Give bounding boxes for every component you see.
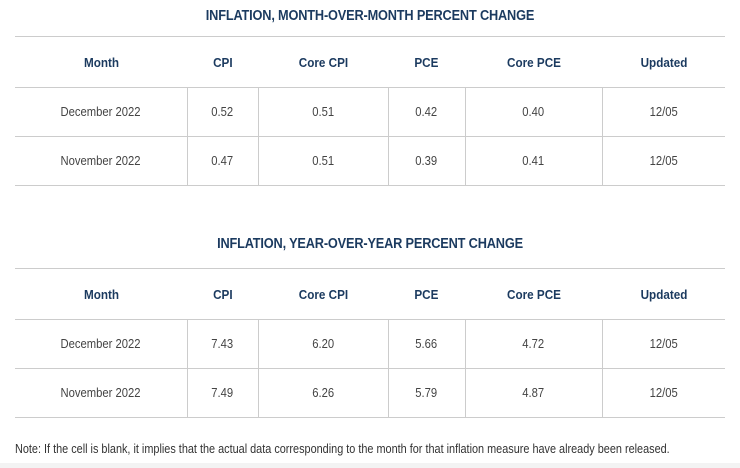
header-cell-month: Month	[15, 37, 187, 88]
cell-core-cpi: 6.20	[257, 319, 389, 369]
header-label: Month	[83, 54, 119, 70]
cell-month: November 2022	[15, 137, 187, 186]
cell-cpi: 0.47	[186, 136, 259, 186]
cell-updated: 12/05	[601, 368, 725, 418]
cell-month: December 2022	[15, 88, 187, 137]
header-label: Month	[83, 286, 119, 302]
cell-pce: 5.79	[387, 368, 466, 418]
header-label: PCE	[414, 54, 439, 70]
header-cell-core-cpi: Core CPI	[258, 37, 388, 88]
footnote: Note: If the cell is blank, it implies t…	[15, 442, 725, 456]
cell-core-cpi: 6.26	[257, 368, 389, 418]
header-label: Core CPI	[298, 286, 348, 302]
cell-value: 5.66	[415, 337, 438, 351]
header-label: Core PCE	[506, 54, 561, 70]
mom-header-row: Month CPI Core CPI PCE Core PCE Updated	[15, 36, 725, 88]
table-row: December 2022 0.52 0.51 0.42 0.40 12/05	[15, 87, 725, 137]
footnote-text: Note: If the cell is blank, it implies t…	[15, 442, 670, 456]
cell-value: 4.87	[522, 386, 545, 400]
cell-value: 0.51	[312, 105, 334, 119]
cell-value: December 2022	[60, 337, 141, 351]
cell-cpi: 0.52	[186, 87, 259, 137]
cell-value: 0.47	[211, 154, 234, 168]
cell-updated: 12/05	[601, 319, 725, 369]
cell-core-pce: 0.40	[464, 87, 603, 137]
table-row: November 2022 0.47 0.51 0.39 0.41 12/05	[15, 136, 725, 186]
header-label: CPI	[212, 286, 233, 302]
cell-value: 4.72	[522, 337, 545, 351]
cell-updated: 12/05	[601, 136, 725, 186]
bottom-divider	[0, 463, 740, 468]
header-label: CPI	[212, 54, 233, 70]
cell-pce: 5.66	[387, 319, 466, 369]
mom-inflation-table: Month CPI Core CPI PCE Core PCE Updated …	[15, 36, 725, 186]
yoy-inflation-table: Month CPI Core CPI PCE Core PCE Updated …	[15, 268, 725, 418]
cell-value: 12/05	[649, 105, 678, 119]
header-cell-core-cpi: Core CPI	[258, 269, 388, 320]
header-label: Updated	[640, 286, 687, 302]
header-cell-cpi: CPI	[187, 269, 258, 320]
header-cell-month: Month	[15, 269, 187, 320]
cell-value: 0.42	[415, 105, 438, 119]
cell-value: December 2022	[60, 105, 141, 119]
cell-value: 0.40	[522, 105, 545, 119]
cell-value: 6.26	[312, 386, 334, 400]
header-cell-updated: Updated	[602, 269, 725, 320]
cell-core-pce: 0.41	[464, 136, 603, 186]
cell-cpi: 7.43	[186, 319, 259, 369]
cell-value: 0.52	[211, 105, 234, 119]
header-label: Updated	[640, 54, 687, 70]
header-label: Core CPI	[298, 54, 348, 70]
cell-value: 0.41	[522, 154, 545, 168]
cell-month: December 2022	[15, 320, 187, 369]
header-cell-updated: Updated	[602, 37, 725, 88]
header-label: Core PCE	[506, 286, 561, 302]
cell-value: 6.20	[312, 337, 334, 351]
cell-core-pce: 4.72	[464, 319, 603, 369]
header-cell-core-pce: Core PCE	[465, 269, 602, 320]
header-cell-cpi: CPI	[187, 37, 258, 88]
header-cell-core-pce: Core PCE	[465, 37, 602, 88]
cell-value: November 2022	[60, 386, 141, 400]
table-row: November 2022 7.49 6.26 5.79 4.87 12/05	[15, 368, 725, 418]
cell-value: 7.43	[211, 337, 234, 351]
cell-value: 12/05	[649, 154, 678, 168]
cell-core-pce: 4.87	[464, 368, 603, 418]
mom-table-title: INFLATION, MONTH-OVER-MONTH PERCENT CHAN…	[205, 8, 535, 24]
cell-value: 7.49	[211, 386, 234, 400]
cell-pce: 0.42	[387, 87, 466, 137]
cell-value: 0.51	[312, 154, 334, 168]
cell-month: November 2022	[15, 369, 187, 418]
yoy-header-row: Month CPI Core CPI PCE Core PCE Updated	[15, 268, 725, 320]
cell-updated: 12/05	[601, 87, 725, 137]
header-cell-pce: PCE	[388, 37, 465, 88]
header-cell-pce: PCE	[388, 269, 465, 320]
cell-value: 12/05	[649, 386, 678, 400]
yoy-table-title: INFLATION, YEAR-OVER-YEAR PERCENT CHANGE	[217, 236, 523, 252]
cell-value: 5.79	[415, 386, 438, 400]
cell-value: 12/05	[649, 337, 678, 351]
cell-core-cpi: 0.51	[257, 87, 389, 137]
cell-core-cpi: 0.51	[257, 136, 389, 186]
table-row: December 2022 7.43 6.20 5.66 4.72 12/05	[15, 319, 725, 369]
cell-cpi: 7.49	[186, 368, 259, 418]
cell-pce: 0.39	[387, 136, 466, 186]
header-label: PCE	[414, 286, 439, 302]
cell-value: November 2022	[60, 154, 141, 168]
cell-value: 0.39	[415, 154, 438, 168]
